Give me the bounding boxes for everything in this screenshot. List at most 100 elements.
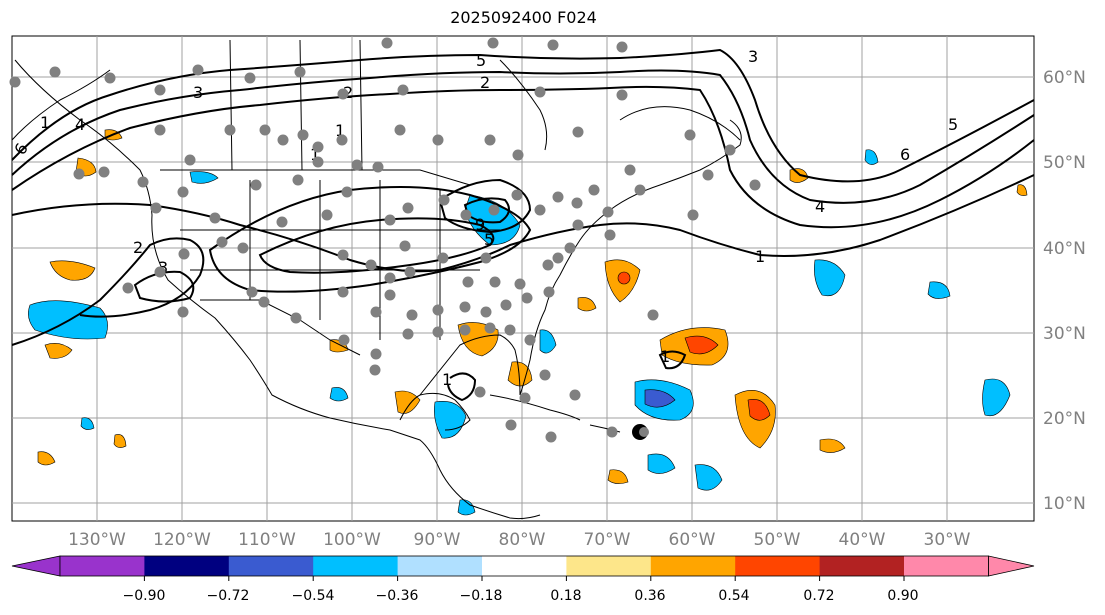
- station-dot: [572, 219, 584, 231]
- station-dot: [432, 326, 444, 338]
- station-dot: [484, 134, 496, 146]
- colorbar-tick-label: −0.54: [292, 588, 335, 604]
- station-dot: [216, 236, 228, 248]
- colorbar-tick-label: −0.36: [376, 588, 419, 604]
- map-frame: [11, 35, 1035, 522]
- station-dot: [258, 296, 270, 308]
- station-dot: [244, 72, 256, 84]
- lat-tick-label: 20°N: [1043, 409, 1086, 429]
- contour-label: 1: [442, 370, 452, 389]
- pos-core-atl1: [617, 271, 631, 285]
- station-dot: [545, 431, 557, 443]
- neg-blob-yuc: [434, 401, 467, 439]
- station-dot: [104, 72, 116, 84]
- neg-blob-atl4: [814, 259, 846, 297]
- station-dot: [488, 204, 500, 216]
- station-dot: [687, 209, 699, 221]
- colorbar-bin: [144, 556, 230, 576]
- contour-label: 2: [133, 238, 143, 257]
- lon-tick-label: 130°W: [68, 530, 126, 550]
- pos-blob-fl: [507, 361, 533, 387]
- station-dot: [312, 141, 324, 153]
- station-dot: [647, 309, 659, 321]
- station-dot: [480, 252, 492, 264]
- station-dot: [521, 292, 533, 304]
- colorbar-extend-min: [11, 555, 61, 577]
- colorbar: [11, 555, 1035, 581]
- lat-tick-label: 10°N: [1043, 494, 1086, 514]
- lat-tick-label: 60°N: [1043, 68, 1086, 88]
- station-dot: [297, 129, 309, 141]
- station-dot: [154, 266, 166, 278]
- station-dot: [749, 179, 761, 191]
- station-dot: [49, 66, 61, 78]
- station-dot: [276, 216, 288, 228]
- station-dot: [384, 214, 396, 226]
- neg-blob-17: [80, 417, 95, 430]
- station-dot: [224, 124, 236, 136]
- pos-blob-11: [577, 297, 597, 312]
- station-dot: [474, 386, 486, 398]
- colorbar-labels: −0.90 −0.72 −0.54 −0.36 −0.18 0.18 0.36 …: [123, 588, 919, 604]
- contour-label: 1: [335, 121, 345, 140]
- station-dot: [369, 364, 381, 376]
- pos-blob-14: [1016, 184, 1028, 196]
- station-dot: [381, 37, 393, 49]
- station-dot: [154, 124, 166, 136]
- station-dot: [437, 252, 449, 264]
- station-dot: [571, 197, 583, 209]
- hurricane-symbol: [632, 424, 649, 440]
- station-dot: [539, 369, 551, 381]
- pos-blob-2: [49, 260, 96, 281]
- lon-axis: 130°W 120°W 110°W 100°W 90°W 80°W 70°W 6…: [68, 530, 971, 550]
- station-dot: [341, 186, 353, 198]
- contour-trough-2: [258, 217, 495, 274]
- station-dot: [462, 276, 474, 288]
- pos-blob-1: [44, 343, 73, 359]
- pos-core-atl2: [684, 335, 719, 355]
- pos-core-atl3: [747, 399, 771, 421]
- station-dot: [250, 179, 262, 191]
- contour-label: 3: [748, 47, 758, 66]
- contour-atl-low: [658, 350, 687, 370]
- contour-label: 5: [476, 51, 486, 70]
- colorbar-frame: [59, 555, 989, 577]
- lat-tick-label: 40°N: [1043, 239, 1086, 259]
- station-dot: [634, 184, 646, 196]
- hispaniola: [589, 424, 621, 433]
- station-dot: [397, 84, 409, 96]
- station-dot: [237, 242, 249, 254]
- pacific-coast: [14, 59, 541, 520]
- contour-1: [11, 48, 1035, 183]
- lon-tick-label: 120°W: [153, 530, 211, 550]
- station-dot: [337, 249, 349, 261]
- contour-label: 1: [310, 145, 320, 164]
- contour-label: 6: [900, 145, 910, 164]
- station-dot: [684, 129, 696, 141]
- station-dot: [394, 124, 406, 136]
- lon-tick-label: 60°W: [669, 530, 716, 550]
- station-dot: [402, 328, 414, 340]
- colorbar-bin: [482, 556, 567, 576]
- neg-blob-atl5: [927, 281, 951, 299]
- pos-blob-atl10: [607, 469, 629, 484]
- neg-blob-atl7: [647, 453, 676, 474]
- station-dot: [294, 66, 306, 78]
- station-dot: [564, 242, 576, 254]
- alaska-coast: [11, 69, 111, 141]
- lon-tick-label: 100°W: [323, 530, 381, 550]
- station-dot: [370, 348, 382, 360]
- colorbar-tick-label: 0.18: [550, 588, 581, 604]
- lon-tick-label: 40°W: [839, 530, 886, 550]
- contour-3: [11, 85, 1035, 229]
- map-panel: 6 5 4 3 2 1 2 3 1 1 4 5 6 3 2 1 9 5 1 1: [9, 35, 1035, 522]
- station-dot: [484, 322, 496, 334]
- station-dot: [480, 306, 492, 318]
- lat-tick-label: 30°N: [1043, 324, 1086, 344]
- lon-tick-label: 80°W: [499, 530, 546, 550]
- station-dot: [511, 189, 523, 201]
- station-dot: [489, 276, 501, 288]
- station-dot: [519, 392, 531, 404]
- station-dot: [277, 134, 289, 146]
- station-dot: [514, 278, 526, 290]
